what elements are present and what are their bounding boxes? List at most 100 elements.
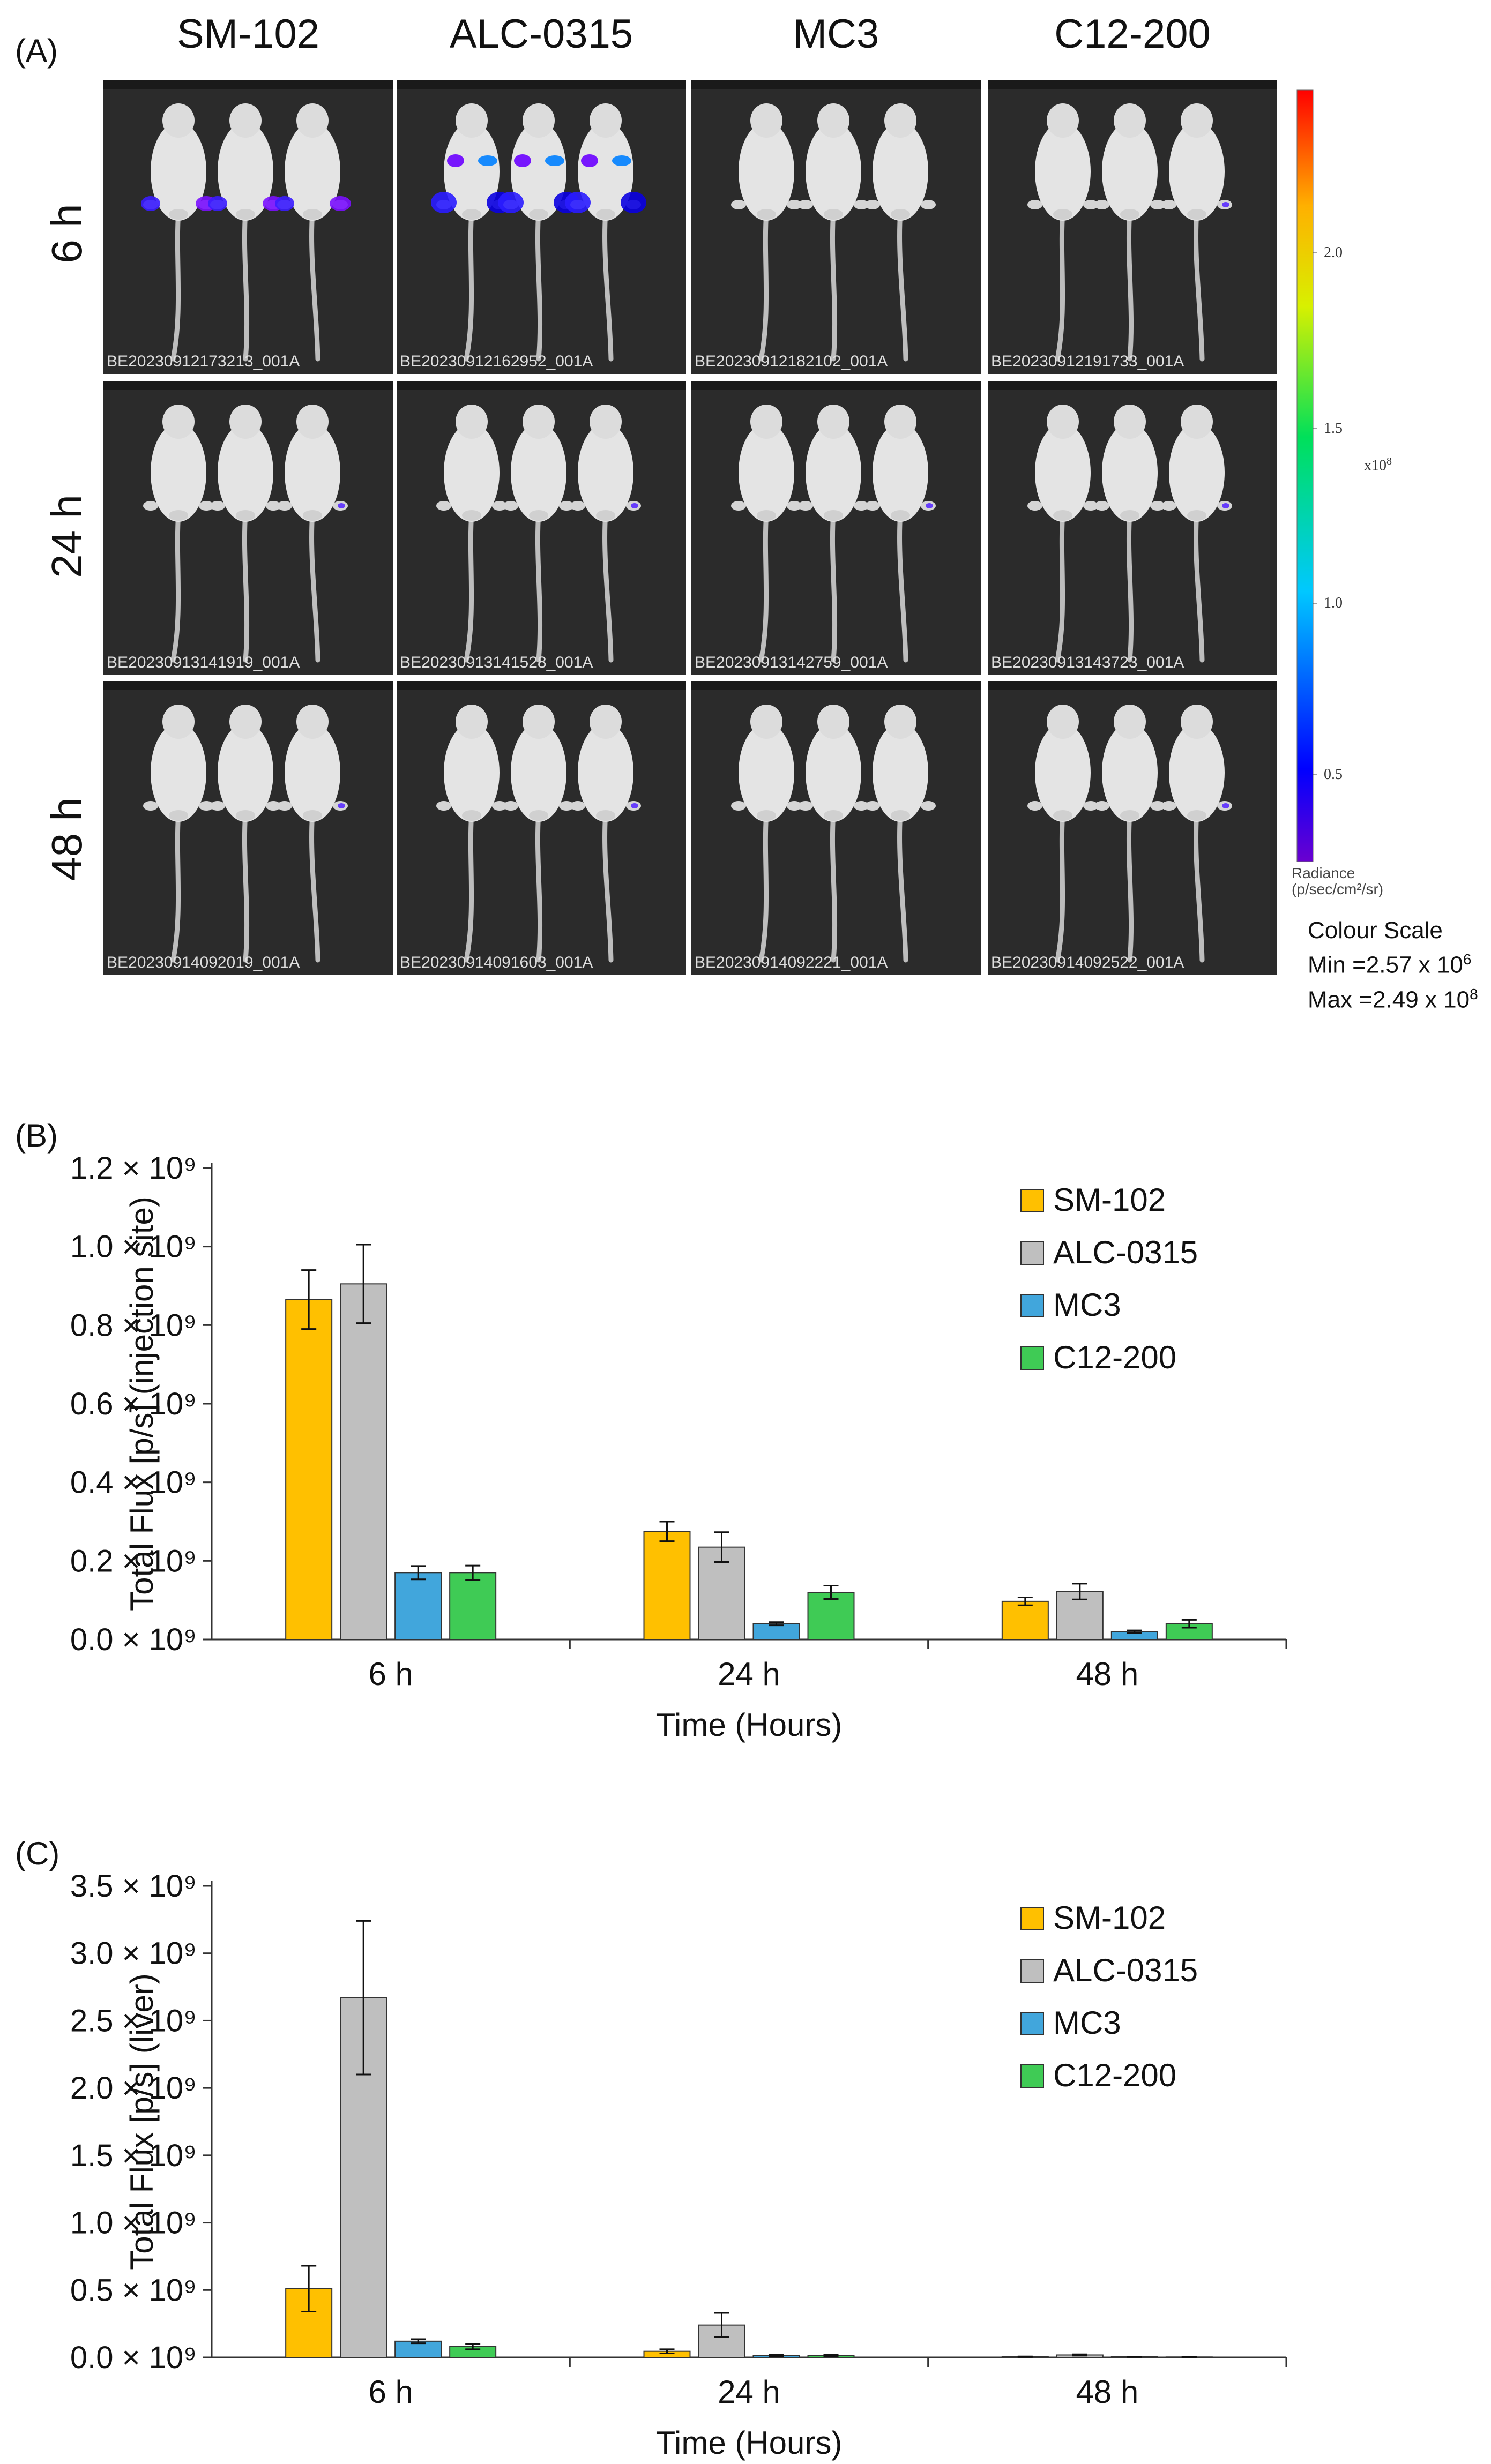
colorbar-multiplier: x108	[1364, 455, 1392, 474]
signal-spot	[1222, 503, 1229, 508]
mouse-silhouette	[498, 103, 579, 362]
signal-spot	[612, 155, 631, 166]
mouse-silhouette	[503, 405, 574, 663]
signal-spot	[565, 192, 591, 213]
x-axis-title: Time (Hours)	[656, 1707, 843, 1743]
signal-spot	[478, 155, 497, 166]
y-axis-title: Total Flux [p/s] (injection site)	[124, 1196, 160, 1611]
mouse-silhouette	[208, 103, 284, 362]
y-tick-label: 1.0 × 10⁹	[70, 1230, 197, 1264]
mouse-silhouette	[1027, 405, 1098, 663]
legend-label: ALC-0315	[1053, 1952, 1198, 1988]
colour-scale-info: Colour Scale Min =2.57 x 106 Max =2.49 x…	[1308, 916, 1478, 1014]
y-tick-label: 1.5 × 10⁹	[70, 2138, 197, 2173]
mouse-silhouette	[275, 103, 351, 362]
legend-swatch	[1020, 1241, 1044, 1265]
mouse-silhouette	[798, 705, 869, 963]
mouse-silhouette	[798, 405, 869, 663]
tile-image-id: BE20230913141528_001A	[400, 654, 593, 671]
row-title-24h: 24 h	[43, 495, 91, 578]
legend-swatch	[1020, 1294, 1044, 1317]
legend-swatch	[1020, 2012, 1044, 2035]
signal-spot	[208, 196, 227, 211]
y-tick-label: 2.0 × 10⁹	[70, 2071, 197, 2106]
legend-label: SM-102	[1053, 1900, 1166, 1936]
tile-image-id: BE20230914092019_001A	[107, 954, 300, 971]
mouse-silhouette	[210, 705, 281, 963]
imaging-tile: BE20230914092522_001A	[988, 681, 1277, 975]
signal-spot	[581, 154, 598, 167]
tile-image-id: BE20230913141919_001A	[107, 654, 300, 671]
panel-label: (C)	[15, 1836, 59, 1871]
column-title-c12200: C12-200	[1054, 11, 1211, 57]
chart-liver: (C) 3.5 × 10⁹ 3.0 × 10⁹ 2.5 × 10⁹ 2.0 × 10⁹ 1…	[15, 1836, 1287, 2461]
imaging-tile: BE20230913142759_001A	[691, 381, 981, 675]
x-tick-label: 6 h	[368, 1656, 413, 1692]
y-tick-label: 2.5 × 10⁹	[70, 2003, 197, 2038]
legend-swatch	[1020, 1959, 1044, 1983]
y-tick-label: 0.0 × 10⁹	[70, 2340, 197, 2375]
x-tick-label: 48 h	[1076, 2374, 1138, 2410]
mouse-silhouette	[431, 103, 512, 362]
imaging-tile: BE20230914091603_001A	[397, 681, 686, 975]
x-tick-label: 24 h	[718, 1656, 780, 1692]
mouse-silhouette	[1161, 405, 1232, 663]
mouse-silhouette	[865, 103, 936, 362]
mouse-group-image	[397, 681, 686, 963]
imaging-tile: BE20230913141919_001A	[103, 381, 393, 675]
imaging-tile: BE20230913141528_001A	[397, 381, 686, 675]
mouse-silhouette	[565, 103, 646, 362]
tile-image-id: BE20230914091603_001A	[400, 954, 593, 971]
mouse-silhouette	[277, 705, 348, 963]
signal-spot	[545, 155, 564, 166]
mouse-silhouette	[1094, 103, 1165, 362]
mouse-group-image	[691, 681, 981, 963]
signal-spot	[431, 192, 457, 213]
signal-spot	[631, 803, 638, 808]
mouse-silhouette	[865, 405, 936, 663]
colour-scale-max: Max =2.49 x 108	[1308, 985, 1478, 1013]
legend-label: C12-200	[1053, 1339, 1176, 1375]
row-title-48h: 48 h	[43, 797, 91, 881]
mouse-silhouette	[1161, 103, 1232, 362]
mouse-silhouette	[1094, 405, 1165, 663]
mouse-silhouette	[798, 103, 869, 362]
mouse-silhouette	[210, 405, 281, 663]
legend-label: SM-102	[1053, 1182, 1166, 1218]
y-tick-label: 0.0 × 10⁹	[70, 1622, 197, 1657]
panel-a-label: (A)	[15, 33, 58, 69]
bar	[340, 1283, 387, 1641]
mouse-silhouette	[143, 405, 214, 663]
bar	[394, 1572, 442, 1640]
imaging-tile: BE20230914092019_001A	[103, 681, 393, 975]
tile-image-id: BE20230912162952_001A	[400, 353, 593, 370]
signal-spot	[330, 196, 351, 211]
y-tick-label: 0.6 × 10⁹	[70, 1387, 197, 1421]
imaging-tile: BE20230913143723_001A	[988, 381, 1277, 675]
imaging-tile: BE20230912182102_001A	[691, 80, 981, 374]
mouse-silhouette	[277, 405, 348, 663]
legend-swatch	[1020, 1189, 1044, 1212]
signal-spot	[621, 192, 646, 213]
y-tick-label: 0.5 × 10⁹	[70, 2273, 197, 2308]
legend-swatch	[1020, 1346, 1044, 1370]
mouse-group-image	[397, 381, 686, 663]
tile-image-id: BE20230912173213_001A	[107, 353, 300, 370]
bar	[643, 1531, 691, 1640]
mouse-group-image	[103, 381, 393, 663]
mouse-silhouette	[731, 405, 802, 663]
colorbar-tick-1-5: 1.5	[1324, 420, 1343, 437]
column-title-sm102: SM-102	[176, 11, 320, 57]
signal-spot	[338, 803, 345, 808]
column-title-mc3: MC3	[793, 11, 879, 57]
bar	[752, 1623, 800, 1641]
signal-spot	[498, 192, 524, 213]
bar	[449, 1572, 497, 1640]
signal-spot	[926, 503, 933, 508]
y-tick-label: 3.5 × 10⁹	[70, 1869, 197, 1904]
legend-label: C12-200	[1053, 2057, 1176, 2093]
signal-spot	[447, 154, 464, 167]
legend-swatch	[1020, 2064, 1044, 2088]
signal-spot	[1222, 202, 1229, 207]
colorbar-gradient	[1296, 89, 1314, 862]
